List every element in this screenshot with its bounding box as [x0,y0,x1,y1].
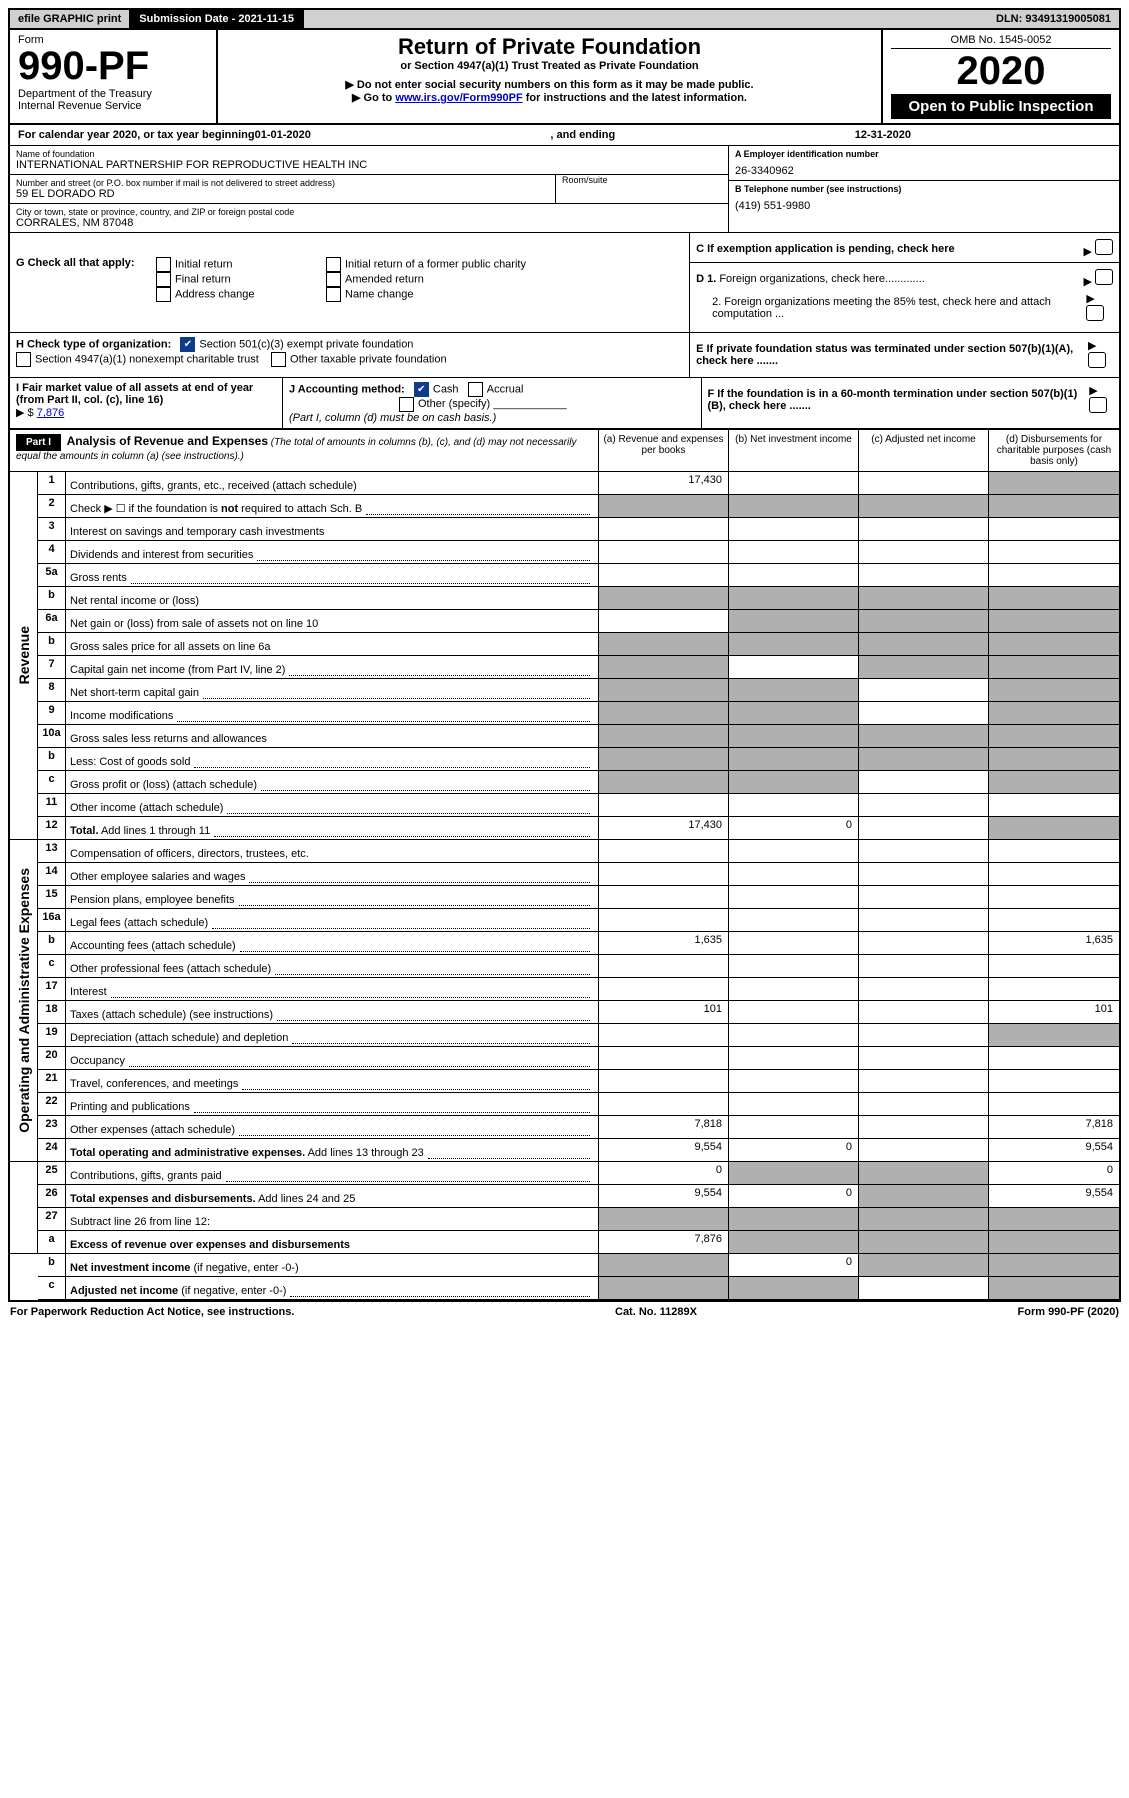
line-13: 13 [38,840,66,863]
line-7: 7 [38,656,66,679]
cb-initial-former[interactable] [326,257,341,272]
submission-cell: Submission Date - 2021-11-15 [129,10,304,28]
efile-label[interactable]: efile GRAPHIC print [10,10,129,28]
line-b: b [38,1254,66,1277]
line-c: c [38,771,66,794]
line-1: 1 [38,472,66,495]
line-6a: 6a [38,610,66,633]
line-19: 19 [38,1024,66,1047]
line-4: 4 [38,541,66,564]
cb-other-acct[interactable] [399,397,414,412]
cb-amended[interactable] [326,272,341,287]
g-check: G Check all that apply: Initial return F… [10,233,689,332]
line-b: b [38,748,66,771]
line-15: 15 [38,886,66,909]
fmv-link[interactable]: 7,876 [37,407,65,419]
line-22: 22 [38,1093,66,1116]
line-21: 21 [38,1070,66,1093]
dln-cell: DLN: 93491319005081 [988,10,1119,28]
top-bar: efile GRAPHIC print Submission Date - 20… [8,8,1121,30]
cb-name-change[interactable] [326,287,341,302]
cb-c[interactable] [1095,239,1113,255]
telephone: (419) 551-9980 [735,200,1113,212]
ein: 26-3340962 [735,165,1113,177]
revenue-label: Revenue [10,472,38,840]
part-badge: Part I [16,434,61,451]
line-3: 3 [38,518,66,541]
line-24: 24 [38,1139,66,1162]
cb-f[interactable] [1089,397,1107,413]
line-2: 2 [38,495,66,518]
line-11: 11 [38,794,66,817]
expenses-label: Operating and Administrative Expenses [10,840,38,1162]
line-5a: 5a [38,564,66,587]
line-b: b [38,633,66,656]
cb-501c3[interactable]: ✔ [180,337,195,352]
line-b: b [38,932,66,955]
line-c: c [38,1277,66,1300]
form-title-block: Return of Private Foundation or Section … [218,30,883,123]
cb-address-change[interactable] [156,287,171,302]
cb-d1[interactable] [1095,269,1113,285]
calendar-year-row: For calendar year 2020, or tax year begi… [10,123,1119,145]
line-17: 17 [38,978,66,1001]
cb-cash[interactable]: ✔ [414,382,429,397]
part1-table: Part I Analysis of Revenue and Expenses … [10,428,1119,1300]
cb-4947[interactable] [16,352,31,367]
line-26: 26 [38,1185,66,1208]
line-c: c [38,955,66,978]
line-27: 27 [38,1208,66,1231]
line-8: 8 [38,679,66,702]
year-box: OMB No. 1545-0052 2020 Open to Public In… [883,30,1119,123]
line-16a: 16a [38,909,66,932]
line-20: 20 [38,1047,66,1070]
address: 59 EL DORADO RD [16,188,555,200]
cb-initial-return[interactable] [156,257,171,272]
city: CORRALES, NM 87048 [16,217,722,229]
cb-d2[interactable] [1086,305,1104,321]
line-14: 14 [38,863,66,886]
form-id: Form 990-PF Department of the Treasury I… [10,30,218,123]
line-b: b [38,587,66,610]
cb-e[interactable] [1088,352,1106,368]
line-18: 18 [38,1001,66,1024]
line-a: a [38,1231,66,1254]
line-23: 23 [38,1116,66,1139]
form-link[interactable]: www.irs.gov/Form990PF [395,92,522,104]
footer: For Paperwork Reduction Act Notice, see … [8,1302,1121,1322]
line-10a: 10a [38,725,66,748]
line-25: 25 [38,1162,66,1185]
line-9: 9 [38,702,66,725]
cb-other-tax[interactable] [271,352,286,367]
cb-accrual[interactable] [468,382,483,397]
line-12: 12 [38,817,66,840]
cb-final-return[interactable] [156,272,171,287]
name-cell: Name of foundation INTERNATIONAL PARTNER… [10,146,728,175]
